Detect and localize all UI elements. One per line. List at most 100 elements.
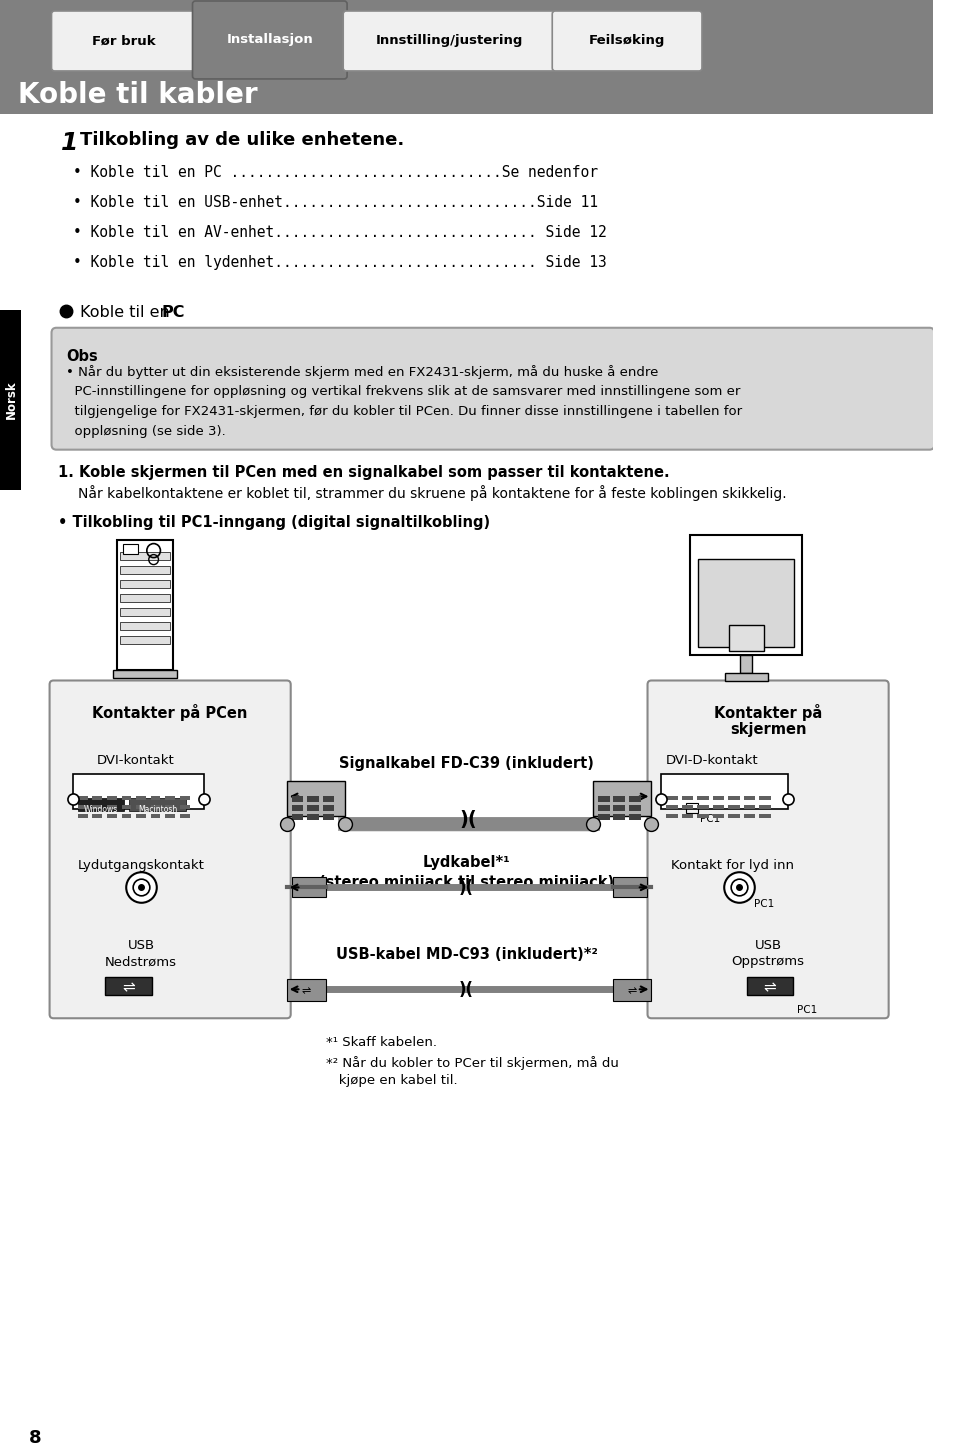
Bar	[120, 579, 170, 588]
Text: Lydkabel*¹: Lydkabel*¹	[422, 855, 511, 870]
Bar	[612, 979, 652, 1002]
FancyBboxPatch shape	[648, 681, 889, 1018]
Text: 1. Koble skjermen til PCen med en signalkabel som passer til kontaktene.: 1. Koble skjermen til PCen med en signal…	[59, 465, 670, 479]
Bar	[120, 607, 170, 616]
Text: • Koble til en AV-enhet.............................. Side 12: • Koble til en AV-enhet.................…	[73, 225, 607, 240]
Text: Installasjon: Installasjon	[227, 33, 313, 46]
Bar	[666, 815, 678, 819]
Text: 8: 8	[29, 1429, 42, 1448]
Text: ⇌: ⇌	[122, 980, 134, 995]
Bar	[686, 803, 698, 813]
Bar	[165, 796, 175, 800]
Text: )(: )(	[460, 810, 477, 829]
Bar	[725, 672, 768, 681]
Text: Macintosh: Macintosh	[138, 806, 178, 815]
Bar	[712, 806, 725, 809]
Bar	[92, 806, 102, 809]
Bar	[122, 806, 132, 809]
Bar	[697, 796, 708, 800]
Bar	[613, 796, 625, 803]
Bar	[180, 796, 189, 800]
Bar	[307, 806, 319, 812]
Bar	[629, 806, 640, 812]
Text: Obs: Obs	[66, 348, 98, 364]
Bar	[307, 796, 319, 803]
Bar	[123, 543, 138, 553]
Bar	[666, 806, 678, 809]
Text: USB-kabel MD-C93 (inkludert)*²: USB-kabel MD-C93 (inkludert)*²	[336, 947, 598, 963]
Bar	[323, 796, 334, 803]
Bar	[92, 815, 102, 819]
Bar	[712, 815, 725, 819]
Text: USB: USB	[755, 939, 781, 953]
Bar	[107, 806, 117, 809]
Bar	[120, 636, 170, 643]
Bar	[759, 815, 771, 819]
Text: (stereo minijack til stereo minijack): (stereo minijack til stereo minijack)	[319, 876, 614, 890]
Text: DVI-D-kontakt: DVI-D-kontakt	[666, 755, 758, 768]
Bar	[747, 977, 793, 995]
Bar	[136, 796, 146, 800]
Bar	[151, 796, 160, 800]
Bar	[130, 799, 185, 812]
Text: Tilkobling av de ulike enhetene.: Tilkobling av de ulike enhetene.	[80, 131, 404, 150]
Bar	[92, 796, 102, 800]
Bar	[598, 796, 610, 803]
Bar	[287, 781, 346, 816]
Bar	[307, 815, 319, 820]
Bar	[122, 796, 132, 800]
Bar	[613, 815, 625, 820]
Text: Norsk: Norsk	[5, 380, 18, 420]
Bar	[292, 877, 325, 897]
Text: Signalkabel FD-C39 (inkludert): Signalkabel FD-C39 (inkludert)	[339, 756, 594, 771]
Bar	[323, 815, 334, 820]
Bar	[698, 559, 794, 646]
Text: • Tilkobling til PC1-inngang (digital signaltilkobling): • Tilkobling til PC1-inngang (digital si…	[59, 514, 491, 530]
Bar	[136, 806, 146, 809]
Bar	[629, 815, 640, 820]
Bar	[180, 806, 189, 809]
Bar	[136, 815, 146, 819]
Bar	[613, 806, 625, 812]
Text: Når kabelkontaktene er koblet til, strammer du skruene på kontaktene for å feste: Når kabelkontaktene er koblet til, stram…	[78, 485, 786, 501]
Text: ⇌: ⇌	[627, 986, 636, 996]
FancyBboxPatch shape	[52, 12, 197, 71]
Bar	[107, 815, 117, 819]
Text: Kontakter på: Kontakter på	[714, 704, 822, 722]
Bar	[120, 566, 170, 574]
Text: Oppstrøms: Oppstrøms	[732, 955, 804, 968]
Bar	[740, 655, 752, 672]
Bar	[78, 815, 87, 819]
FancyBboxPatch shape	[552, 12, 702, 71]
Bar	[729, 815, 740, 819]
Text: ⇌: ⇌	[301, 986, 311, 996]
Bar	[151, 806, 160, 809]
Bar	[165, 806, 175, 809]
Bar	[180, 815, 189, 819]
Bar	[759, 806, 771, 809]
Bar	[120, 552, 170, 559]
Text: Lydutgangskontakt: Lydutgangskontakt	[78, 860, 204, 873]
Bar	[661, 774, 787, 809]
Bar	[744, 815, 756, 819]
Bar	[292, 796, 303, 803]
Text: PC-innstillingene for oppløsning og vertikal frekvens slik at de samsvarer med i: PC-innstillingene for oppløsning og vert…	[66, 385, 740, 398]
Text: • Koble til en lydenhet.............................. Side 13: • Koble til en lydenhet.................…	[73, 254, 607, 270]
Text: Innstilling/justering: Innstilling/justering	[376, 35, 523, 48]
FancyBboxPatch shape	[52, 328, 934, 450]
FancyBboxPatch shape	[193, 1, 348, 78]
Bar	[78, 796, 87, 800]
Bar	[759, 796, 771, 800]
Text: Nedstrøms: Nedstrøms	[105, 955, 177, 968]
Text: oppløsning (se side 3).: oppløsning (se side 3).	[66, 424, 226, 437]
Text: Før bruk: Før bruk	[92, 35, 156, 48]
Bar	[105, 977, 152, 995]
Text: kjøpe en kabel til.: kjøpe en kabel til.	[325, 1074, 457, 1088]
Bar	[0, 0, 933, 76]
Bar	[112, 669, 177, 678]
Text: Feilsøking: Feilsøking	[588, 35, 665, 48]
Bar	[120, 621, 170, 630]
Bar	[287, 979, 325, 1002]
Text: )(: )(	[459, 982, 474, 999]
Text: tilgjengelige for FX2431-skjermen, før du kobler til PCen. Du finner disse innst: tilgjengelige for FX2431-skjermen, før d…	[66, 405, 742, 418]
